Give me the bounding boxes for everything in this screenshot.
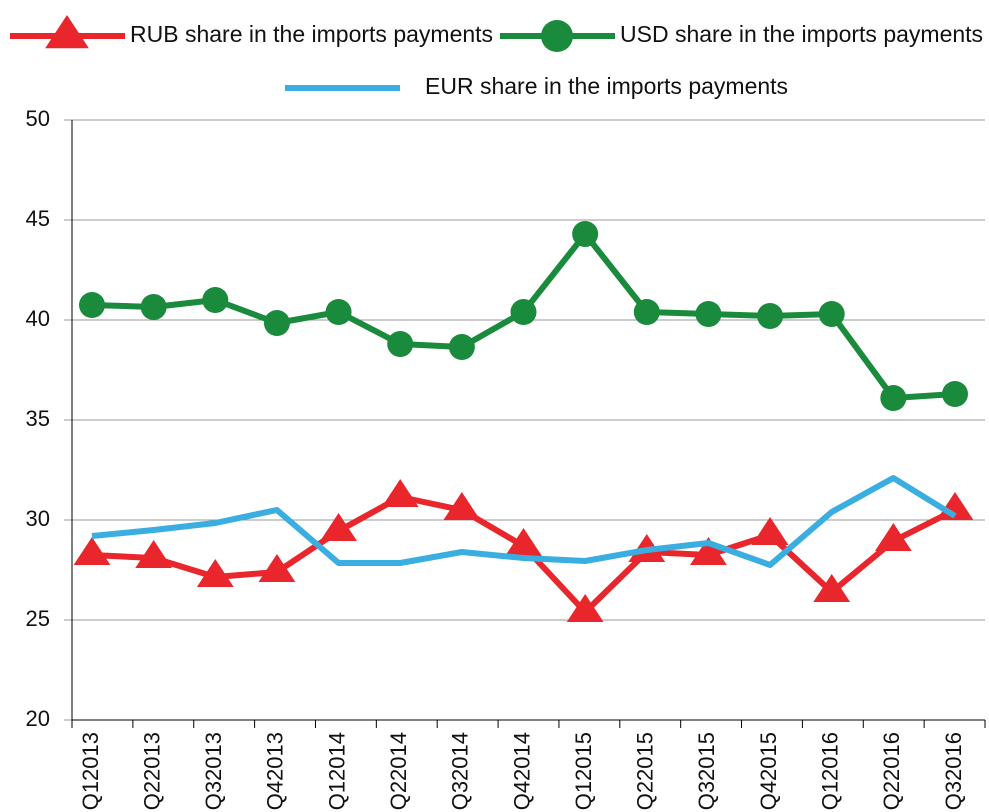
point	[633, 299, 660, 325]
x-tick-label: Q32014	[448, 732, 473, 810]
point	[202, 287, 229, 313]
point	[813, 574, 851, 602]
x-tick-label: Q12015	[571, 732, 596, 810]
point	[443, 492, 481, 520]
point	[757, 303, 784, 329]
point	[880, 385, 907, 411]
y-tick-label: 30	[26, 506, 50, 531]
x-tick-label: Q22016	[879, 732, 904, 810]
y-tick-label: 25	[26, 606, 50, 631]
x-tick-label: Q32016	[941, 732, 966, 810]
point	[818, 301, 845, 327]
point	[448, 334, 475, 360]
legend-label: RUB share in the imports payments	[130, 21, 493, 47]
point	[140, 294, 167, 320]
point	[510, 299, 537, 325]
point	[566, 594, 604, 622]
x-tick-label: Q22015	[633, 732, 658, 810]
legend-marker	[45, 15, 89, 49]
x-tick-label: Q42013	[263, 732, 288, 810]
x-tick-label: Q22013	[139, 732, 164, 810]
legend-label: USD share in the imports payments	[620, 21, 983, 47]
x-tick-label: Q12014	[324, 732, 349, 810]
y-tick-label: 40	[26, 306, 50, 331]
x-tick-label: Q32013	[201, 732, 226, 810]
point	[135, 540, 173, 568]
series-line	[91, 475, 957, 568]
y-tick-label: 20	[26, 706, 50, 731]
point	[874, 523, 912, 551]
point	[263, 310, 290, 336]
point	[381, 479, 419, 507]
point	[387, 331, 414, 357]
point	[73, 537, 111, 565]
point	[942, 381, 968, 407]
legend-marker	[541, 20, 573, 52]
point	[751, 517, 789, 545]
point	[572, 221, 599, 247]
legend: RUB share in the imports payments USD sha…	[10, 15, 983, 99]
legend-label: EUR share in the imports payments	[425, 73, 788, 99]
point	[325, 299, 352, 325]
y-tick-label: 50	[26, 106, 50, 131]
x-tick-label: Q12016	[818, 732, 843, 810]
point	[196, 559, 234, 587]
y-tick-label: 35	[26, 406, 50, 431]
point	[258, 554, 296, 582]
point	[320, 513, 357, 541]
x-tick-label: Q42015	[756, 732, 781, 810]
x-tick-label: Q32015	[694, 732, 719, 810]
x-tick-label: Q42014	[509, 732, 534, 810]
point	[690, 537, 727, 565]
point	[695, 301, 722, 327]
y-tick-label: 45	[26, 206, 50, 231]
point	[79, 292, 105, 318]
x-tick-label: Q22014	[386, 732, 411, 810]
x-tick-label: Q12013	[78, 732, 103, 810]
point	[505, 528, 542, 556]
